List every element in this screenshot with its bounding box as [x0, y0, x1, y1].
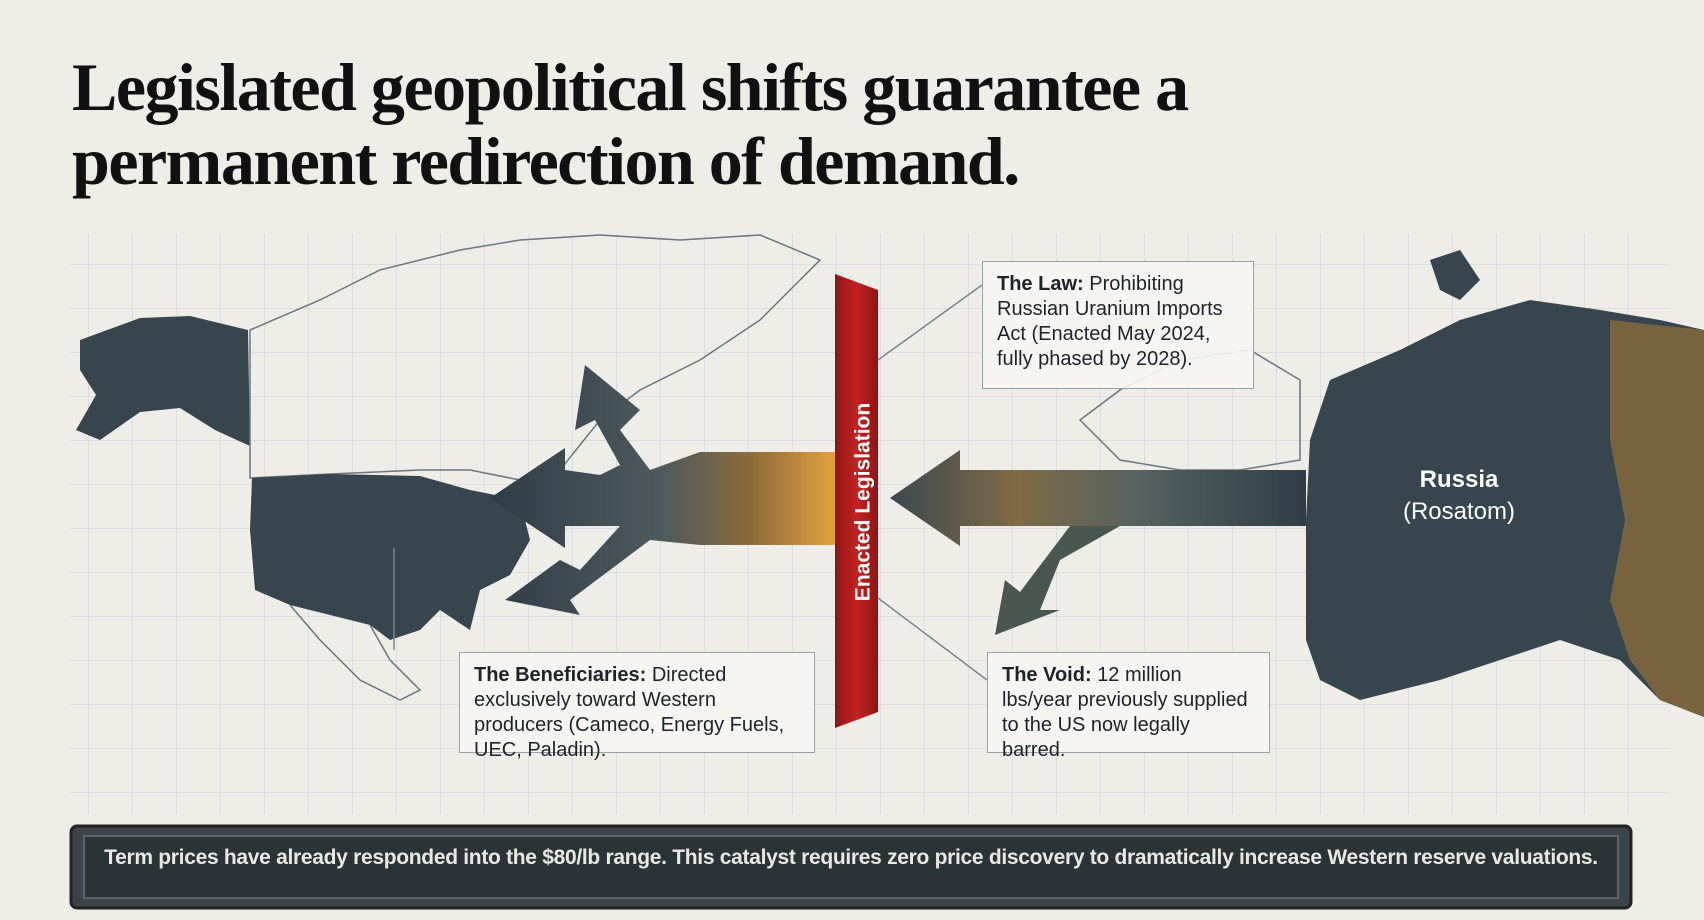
callout-beneficiaries: The Beneficiaries: Directed exclusively … [459, 652, 815, 761]
leader-line [877, 597, 988, 681]
leader-line [877, 284, 983, 361]
void-arrow [995, 526, 1120, 635]
callout-text: 12 million lbs/year previously supplied … [1002, 664, 1248, 761]
inbound-arrow [890, 450, 1306, 546]
callout-text: Directed exclusively toward Western prod… [474, 664, 785, 761]
outbound-arrows [490, 365, 835, 615]
callout-law: The Law: Prohibiting Russian Uranium Imp… [982, 261, 1254, 389]
footer-text: Term prices have already responded into … [104, 846, 1598, 869]
title: Legislated geopolitical shifts guarantee… [72, 49, 1189, 199]
usa [250, 474, 530, 640]
canada-outline [249, 234, 822, 481]
russia-texture [1610, 320, 1704, 717]
barrier-label: Enacted Legislation [852, 403, 875, 601]
callout-void: The Void: 12 million lbs/year previously… [987, 652, 1270, 761]
russia [1306, 300, 1704, 717]
callout-text: Prohibiting Russian Uranium Imports Act … [997, 273, 1223, 370]
novaya-zemlya [1430, 250, 1480, 300]
mexico-outline [289, 604, 422, 701]
source-name: Russia [1419, 466, 1499, 493]
footer-inner [83, 835, 1619, 899]
legislation-barrier [835, 274, 878, 728]
callout-heading: The Beneficiaries: [474, 664, 647, 686]
callout-heading: The Law: [997, 273, 1084, 295]
callout-heading: The Void: [1002, 664, 1092, 686]
alaska [76, 316, 250, 446]
source-subtitle: (Rosatom) [1402, 498, 1516, 525]
